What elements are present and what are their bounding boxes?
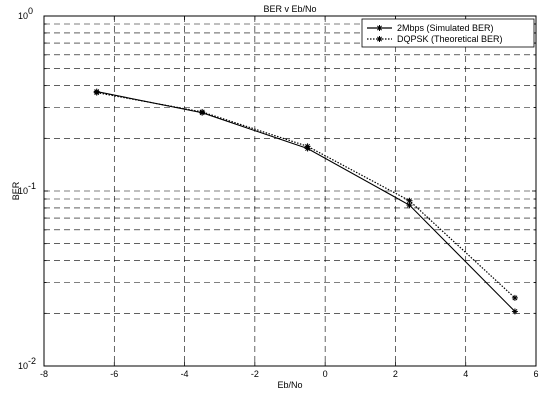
legend: 2Mbps (Simulated BER) DQPSK (Theoretical… (361, 18, 535, 48)
marker-theoretical (304, 143, 311, 150)
legend-marker-simulated (376, 25, 383, 31)
marker-theoretical (199, 108, 206, 115)
y-tick-exponent: -1 (28, 181, 36, 191)
legend-box (361, 18, 535, 48)
x-tick-label: 6 (533, 369, 538, 379)
y-tick-label: 10 (18, 361, 28, 371)
x-tick-label: 2 (393, 369, 398, 379)
marker-simulated (511, 308, 518, 315)
chart-title: BER v Eb/No (263, 4, 316, 14)
x-tick-label: -8 (40, 369, 48, 379)
y-tick-label: 10 (18, 11, 28, 21)
marker-theoretical (406, 197, 413, 204)
y-tick-exponent: 0 (28, 6, 33, 16)
legend-entry-theoretical: DQPSK (Theoretical BER) (397, 34, 503, 44)
marker-simulated (406, 202, 413, 209)
series-line-theoretical (96, 92, 516, 299)
x-axis-label: Eb/No (277, 380, 302, 390)
x-tick-label: -6 (110, 369, 118, 379)
x-tick-label: 0 (323, 369, 328, 379)
legend-entry-simulated: 2Mbps (Simulated BER) (397, 23, 494, 33)
marker-theoretical (511, 294, 518, 301)
y-tick-label: 10 (18, 186, 28, 196)
series-layer (93, 88, 518, 315)
y-axis-label: BER (11, 181, 21, 200)
x-tick-label: -4 (181, 369, 189, 379)
x-tick-label: 4 (463, 369, 468, 379)
x-tick-label: -2 (251, 369, 259, 379)
legend-marker-theoretical (376, 36, 383, 42)
marker-theoretical (93, 89, 100, 96)
y-tick-exponent: -2 (28, 356, 36, 366)
